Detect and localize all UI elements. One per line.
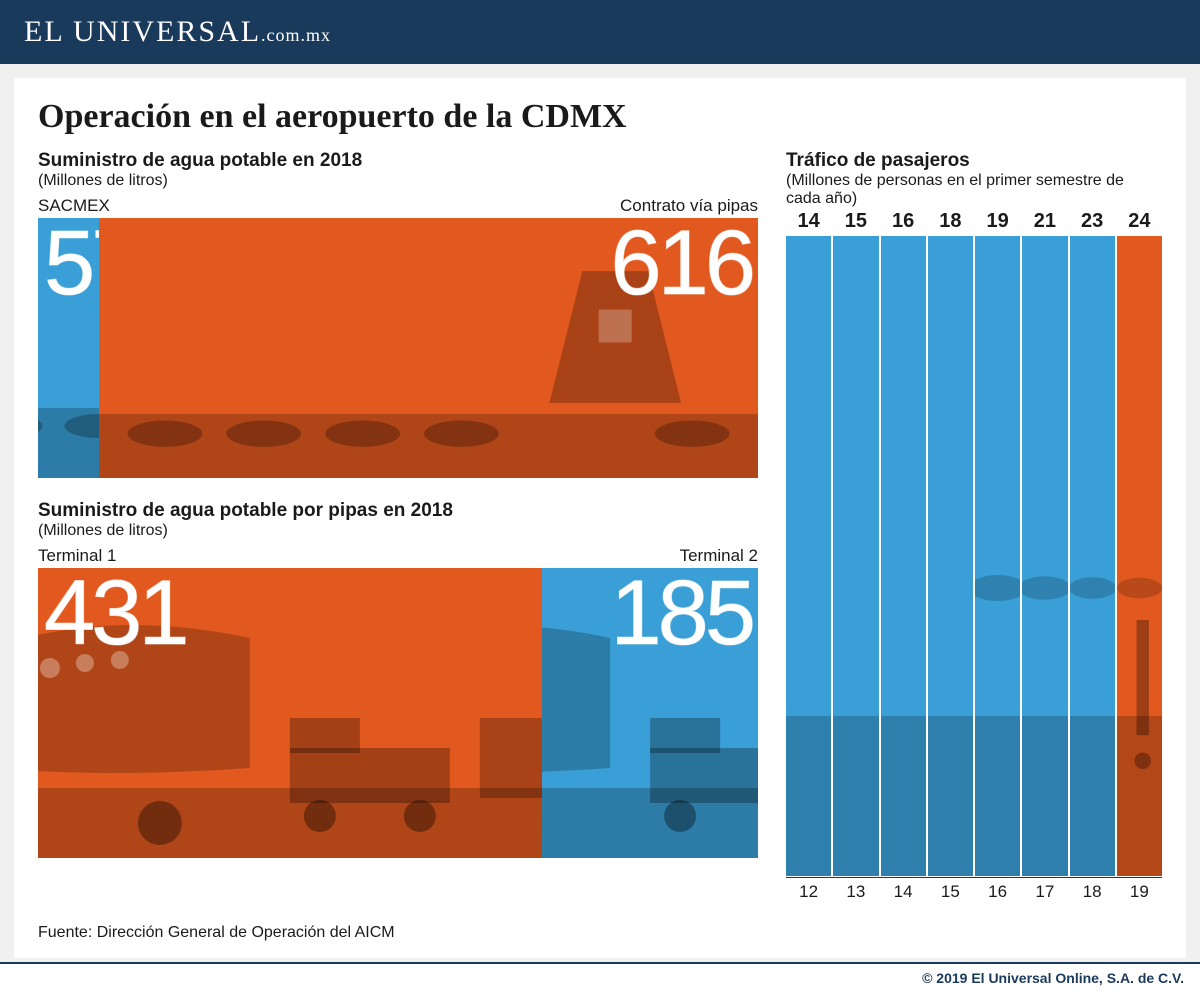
copyright: © 2019 El Universal Online, S.A. de C.V. [922, 970, 1184, 986]
pipas-supply-right-label: Terminal 2 [680, 546, 758, 566]
traffic-subtitle: (Millones de personas en el primer semes… [786, 172, 1162, 208]
traffic-bar-fill [1117, 236, 1162, 876]
water-supply-chart: SACMEX Contrato vía pipas 57 [38, 196, 758, 478]
proportion-value-left: 57 [44, 222, 99, 305]
traffic-bar-fill [928, 236, 973, 876]
traffic-bar: 19 [975, 236, 1020, 876]
traffic-bar-fill [1022, 236, 1067, 876]
traffic-x-label: 13 [833, 878, 878, 902]
traffic-bar-value: 19 [975, 210, 1020, 233]
source-text: Fuente: Dirección General de Operación d… [38, 924, 395, 942]
traffic-bar: 23 [1070, 236, 1115, 876]
traffic-x-label: 19 [1117, 878, 1162, 902]
proportion-segment-left: 431 [38, 568, 542, 858]
traffic-x-label: 14 [881, 878, 926, 902]
proportion-value-right: 616 [610, 222, 752, 305]
right-column: Tráfico de pasajeros (Millones de person… [786, 150, 1162, 902]
traffic-title: Tráfico de pasajeros [786, 150, 1162, 172]
pipas-supply-subtitle: (Millones de litros) [38, 522, 758, 540]
traffic-bar: 15 [833, 236, 878, 876]
traffic-x-label: 18 [1070, 878, 1115, 902]
traffic-bar-fill [881, 236, 926, 876]
proportion-value-left: 431 [44, 572, 186, 655]
traffic-bar-fill [1070, 236, 1115, 876]
proportion-value-right: 185 [610, 572, 752, 655]
traffic-bar-value: 14 [786, 210, 831, 233]
water-supply-left-label: SACMEX [38, 196, 110, 216]
traffic-bar-fill [833, 236, 878, 876]
traffic-bar-value: 24 [1117, 210, 1162, 233]
traffic-bar-value: 15 [833, 210, 878, 233]
proportion-segment-right: 185 [542, 568, 758, 858]
traffic-bar-fill [786, 236, 831, 876]
logo-ext: .com.mx [261, 25, 331, 45]
logo: EL UNIVERSAL.com.mx [24, 15, 331, 49]
footer: © 2019 El Universal Online, S.A. de C.V. [0, 962, 1200, 994]
water-supply-section: Suministro de agua potable en 2018 (Mill… [38, 150, 758, 478]
traffic-bar-fill [975, 236, 1020, 876]
pipas-supply-chart: Terminal 1 Terminal 2 431 [38, 546, 758, 858]
left-column: Suministro de agua potable en 2018 (Mill… [38, 150, 758, 902]
traffic-bar: 14 [786, 236, 831, 876]
water-supply-title: Suministro de agua potable en 2018 [38, 150, 758, 172]
logo-name: EL UNIVERSAL [24, 15, 261, 48]
traffic-x-label: 16 [975, 878, 1020, 902]
traffic-x-label: 15 [928, 878, 973, 902]
traffic-bar-value: 16 [881, 210, 926, 233]
pipas-supply-left-label: Terminal 1 [38, 546, 116, 566]
traffic-x-label: 12 [786, 878, 831, 902]
pipas-supply-title: Suministro de agua potable por pipas en … [38, 500, 758, 522]
traffic-bar-value: 23 [1070, 210, 1115, 233]
traffic-bar: 16 [881, 236, 926, 876]
site-header: EL UNIVERSAL.com.mx [0, 0, 1200, 64]
proportion-segment-right: 616 [99, 218, 758, 478]
page-title: Operación en el aeropuerto de la CDMX [38, 98, 1162, 136]
traffic-bar-value: 21 [1022, 210, 1067, 233]
pipas-supply-section: Suministro de agua potable por pipas en … [38, 500, 758, 858]
traffic-bar: 18 [928, 236, 973, 876]
proportion-segment-left: 57 [38, 218, 99, 478]
traffic-bar-value: 18 [928, 210, 973, 233]
water-supply-subtitle: (Millones de litros) [38, 172, 758, 190]
traffic-bar: 24 [1117, 236, 1162, 876]
traffic-chart: 14 15 16 [786, 222, 1162, 902]
traffic-x-label: 17 [1022, 878, 1067, 902]
water-supply-right-label: Contrato vía pipas [620, 196, 758, 216]
infographic-content: Operación en el aeropuerto de la CDMX Su… [14, 78, 1186, 958]
traffic-bar: 21 [1022, 236, 1067, 876]
